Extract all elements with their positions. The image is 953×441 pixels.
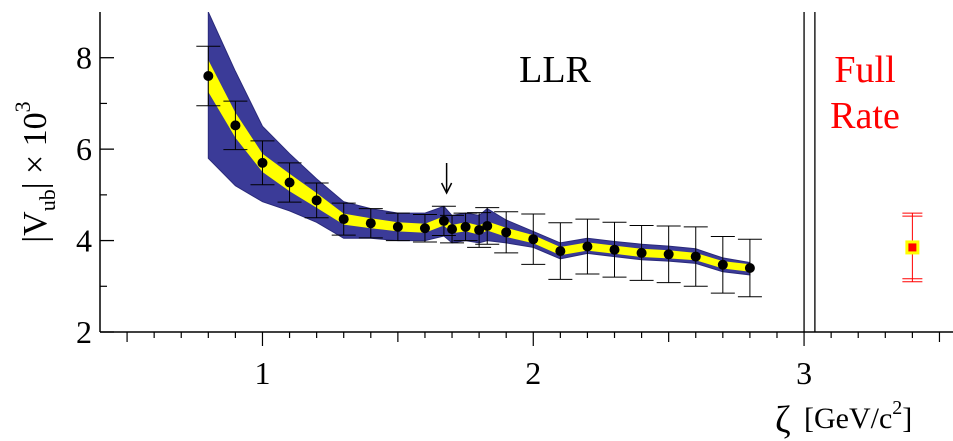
x-tick-label: 1 [254, 355, 270, 391]
data-points [203, 71, 923, 283]
xlabel-close: ] [902, 402, 912, 435]
data-point [663, 249, 674, 260]
svg-text:[GeV/c2]: [GeV/c2] [804, 397, 912, 435]
ylabel-sup: 3 [10, 101, 35, 112]
data-point [717, 259, 728, 270]
ylabel-main: |V [17, 211, 54, 243]
full-rate-marker [908, 243, 917, 252]
svg-text:|Vub| × 103: |Vub| × 103 [10, 101, 60, 242]
data-point [203, 71, 214, 81]
data-point [690, 251, 701, 262]
data-point [501, 227, 512, 238]
data-point [311, 195, 322, 206]
arrow-marker [440, 163, 453, 195]
ylabel-rest: | × 10 [17, 112, 54, 189]
y-tick-label: 2 [76, 314, 92, 350]
axis-ticks: 2 4 6 8 1 2 3 [76, 40, 941, 391]
data-point [284, 177, 295, 188]
y-axis-label: |Vub| × 103 [10, 101, 60, 242]
data-point [230, 120, 241, 131]
data-point [482, 220, 493, 231]
data-point [555, 246, 566, 257]
x-tick-label: 3 [796, 355, 812, 391]
full-rate-label-line1: Full [834, 49, 895, 91]
y-tick-label: 6 [76, 131, 92, 167]
data-point [419, 223, 430, 234]
xlabel-unit: [GeV/c [804, 402, 892, 435]
data-point [338, 214, 349, 225]
data-point [438, 215, 449, 226]
y-tick-label: 4 [76, 223, 92, 259]
data-point [392, 221, 403, 232]
data-point [636, 247, 647, 258]
full-rate-label-line2: Rate [830, 95, 900, 137]
full-rate-point [902, 212, 923, 283]
data-point [528, 234, 539, 245]
data-point [582, 241, 593, 252]
data-point [365, 218, 376, 229]
x-axis-label: ζ [GeV/c2] [775, 397, 912, 441]
data-point [609, 244, 620, 255]
data-point [257, 157, 268, 168]
data-point [744, 263, 755, 273]
data-point [460, 221, 471, 232]
plot-frame [99, 12, 953, 333]
data-point [447, 224, 458, 235]
ylabel-sub: ub [35, 189, 60, 211]
xlabel-sup: 2 [892, 397, 902, 419]
y-tick-label: 8 [76, 40, 92, 76]
data-point [474, 225, 485, 236]
llr-label: LLR [519, 49, 591, 91]
xlabel-symbol: ζ [775, 399, 791, 441]
x-tick-label: 2 [525, 355, 541, 391]
